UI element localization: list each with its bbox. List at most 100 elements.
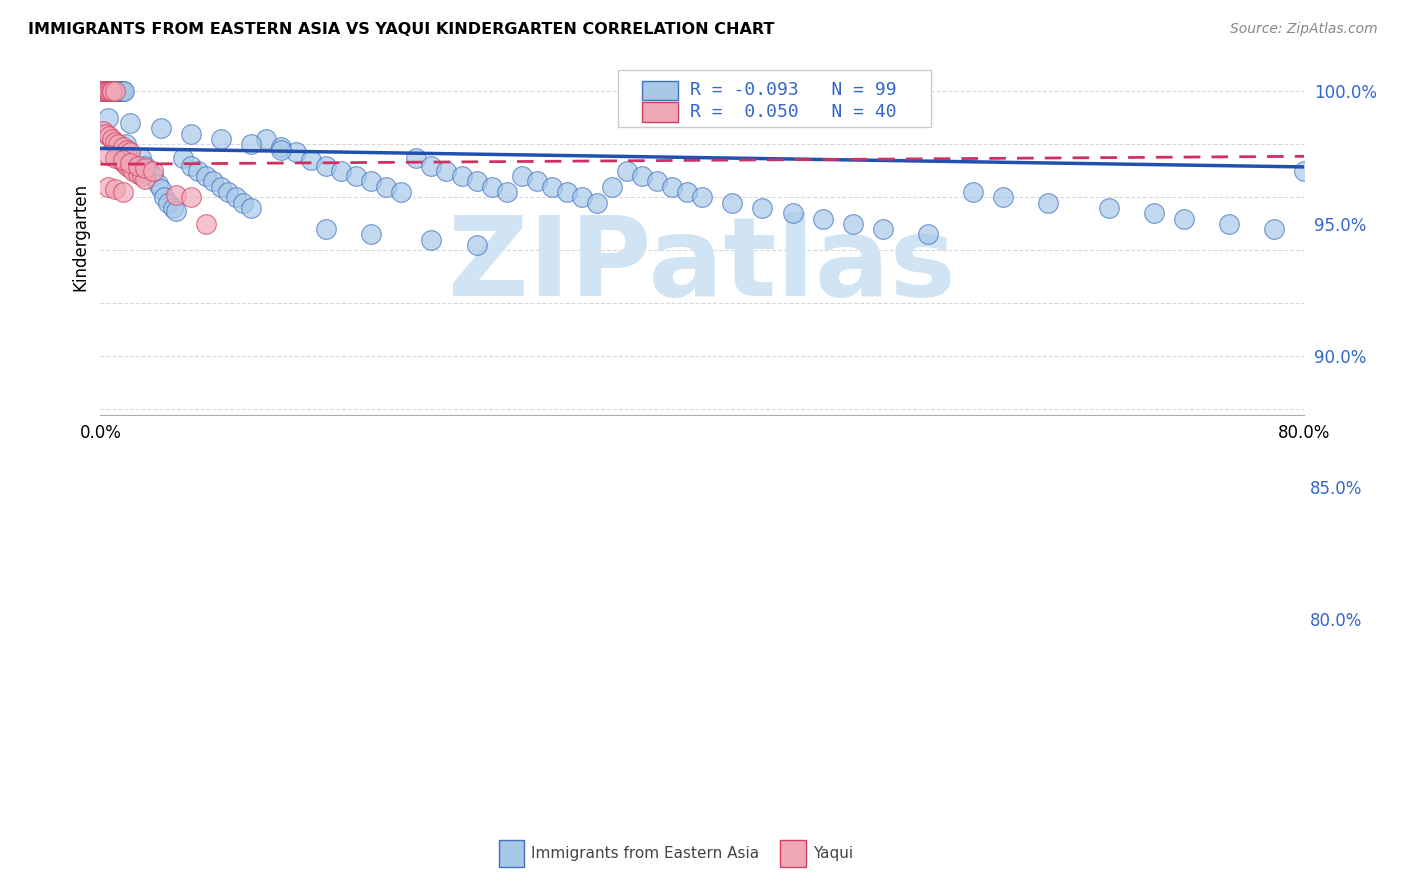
Point bbox=[315, 222, 337, 236]
Point bbox=[112, 156, 135, 170]
Point bbox=[315, 159, 337, 173]
Point bbox=[111, 140, 134, 154]
Point bbox=[90, 84, 112, 98]
Point bbox=[1097, 201, 1119, 215]
FancyBboxPatch shape bbox=[643, 81, 678, 101]
Point bbox=[118, 148, 141, 162]
Point bbox=[254, 132, 277, 146]
Text: R =  0.050   N = 40: R = 0.050 N = 40 bbox=[690, 103, 897, 120]
Point bbox=[165, 187, 187, 202]
Point bbox=[93, 84, 115, 98]
Point bbox=[1173, 211, 1195, 226]
Point bbox=[94, 84, 117, 98]
Point bbox=[389, 185, 412, 199]
Point bbox=[96, 84, 118, 98]
Point bbox=[97, 111, 120, 125]
Point bbox=[127, 159, 149, 173]
Point bbox=[645, 174, 668, 188]
Point bbox=[270, 143, 292, 157]
Point bbox=[120, 153, 142, 168]
Point bbox=[97, 148, 120, 162]
Point bbox=[1143, 206, 1166, 220]
Point bbox=[142, 164, 165, 178]
Point bbox=[540, 179, 562, 194]
Point bbox=[209, 179, 232, 194]
Point bbox=[98, 129, 121, 144]
Point bbox=[103, 84, 125, 98]
Point bbox=[93, 84, 115, 98]
Point bbox=[782, 206, 804, 220]
Text: Immigrants from Eastern Asia: Immigrants from Eastern Asia bbox=[531, 847, 759, 861]
FancyBboxPatch shape bbox=[499, 840, 524, 867]
Point bbox=[1038, 195, 1060, 210]
Point bbox=[104, 151, 127, 165]
Point bbox=[112, 84, 135, 98]
Point bbox=[330, 164, 353, 178]
Point bbox=[96, 84, 118, 98]
Point bbox=[157, 195, 180, 210]
Point bbox=[104, 182, 127, 196]
Point bbox=[555, 185, 578, 199]
Point bbox=[111, 185, 134, 199]
Point bbox=[631, 169, 654, 184]
FancyBboxPatch shape bbox=[643, 103, 678, 121]
Point bbox=[97, 84, 120, 98]
Point bbox=[104, 84, 127, 98]
Point bbox=[360, 174, 382, 188]
Point bbox=[146, 177, 169, 191]
Text: 85.0%: 85.0% bbox=[1310, 480, 1362, 498]
Y-axis label: Kindergarten: Kindergarten bbox=[72, 183, 89, 291]
Point bbox=[299, 153, 322, 168]
Point bbox=[194, 217, 217, 231]
Point bbox=[209, 132, 232, 146]
Point bbox=[225, 190, 247, 204]
Point bbox=[962, 185, 984, 199]
Text: Source: ZipAtlas.com: Source: ZipAtlas.com bbox=[1230, 22, 1378, 37]
Point bbox=[180, 190, 202, 204]
Point bbox=[110, 153, 132, 168]
Point bbox=[152, 190, 174, 204]
Point bbox=[100, 84, 122, 98]
Point bbox=[571, 190, 593, 204]
FancyBboxPatch shape bbox=[780, 840, 806, 867]
Point bbox=[101, 132, 124, 146]
Point bbox=[172, 151, 194, 165]
Point bbox=[138, 164, 160, 178]
Point bbox=[165, 203, 187, 218]
Point bbox=[122, 159, 145, 173]
Point bbox=[96, 127, 118, 141]
Point bbox=[100, 84, 122, 98]
Point bbox=[94, 84, 117, 98]
Point bbox=[405, 151, 427, 165]
Point bbox=[586, 195, 609, 210]
Point bbox=[111, 153, 134, 168]
Point bbox=[115, 137, 138, 152]
Point bbox=[811, 211, 834, 226]
Point bbox=[98, 84, 121, 98]
Point bbox=[180, 159, 202, 173]
Point bbox=[180, 127, 202, 141]
Point bbox=[108, 84, 131, 98]
Point bbox=[149, 182, 172, 196]
Point bbox=[149, 121, 172, 136]
Point bbox=[134, 159, 156, 173]
Point bbox=[375, 179, 398, 194]
Point bbox=[600, 179, 623, 194]
Point bbox=[101, 84, 124, 98]
Point bbox=[107, 137, 129, 152]
Point bbox=[270, 140, 292, 154]
Point bbox=[661, 179, 683, 194]
Point bbox=[676, 185, 699, 199]
Point bbox=[117, 159, 139, 173]
Point bbox=[97, 179, 120, 194]
Point bbox=[842, 217, 865, 231]
Point bbox=[993, 190, 1015, 204]
Point bbox=[117, 143, 139, 157]
Point bbox=[93, 124, 115, 138]
Point bbox=[202, 174, 225, 188]
Point bbox=[122, 164, 145, 178]
Point bbox=[360, 227, 382, 242]
Point bbox=[1218, 217, 1240, 231]
Point bbox=[120, 161, 142, 176]
Point bbox=[129, 151, 152, 165]
